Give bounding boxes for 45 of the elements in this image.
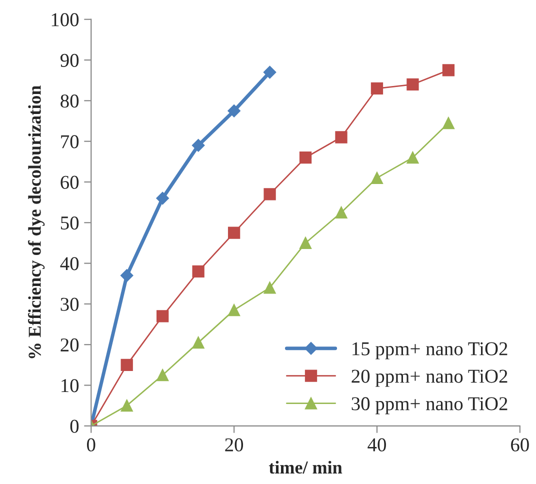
- y-tick-label: 20: [60, 338, 79, 352]
- point: [335, 131, 348, 144]
- y-axis-title: % Efficiency of dye decolourization: [28, 86, 45, 358]
- point: [228, 226, 240, 239]
- legend-label: 15 ppm+ nano TiO2: [352, 342, 508, 360]
- point: [299, 236, 312, 250]
- x-tick-label: 60: [511, 438, 529, 452]
- point: [299, 152, 312, 164]
- point: [192, 265, 204, 278]
- point: [264, 188, 276, 200]
- point: [120, 400, 133, 412]
- point: [228, 104, 240, 118]
- point: [335, 206, 348, 219]
- point: [228, 304, 240, 316]
- point: [370, 82, 384, 95]
- x-tick-label: 20: [225, 438, 244, 452]
- y-tick-label: 40: [60, 257, 79, 270]
- y-tick-label: 70: [61, 135, 79, 148]
- point: [263, 66, 276, 79]
- point: [156, 369, 169, 382]
- x-tick-label: 0: [87, 438, 96, 452]
- point: [406, 152, 419, 164]
- point: [442, 116, 455, 130]
- y-tick-label: 90: [60, 54, 79, 67]
- point: [156, 192, 169, 205]
- y-tick-label: 100: [52, 13, 79, 26]
- x-tick-label: 40: [368, 438, 386, 452]
- point: [442, 64, 455, 76]
- point: [120, 358, 133, 372]
- y-tick-label: 10: [62, 379, 79, 392]
- point: [370, 172, 384, 184]
- y-tick-label: 30: [60, 298, 79, 311]
- legend-label: 30 ppm+ nano TiO2: [352, 397, 508, 414]
- y-tick-label: 50: [61, 216, 79, 230]
- point: [192, 138, 205, 152]
- point: [192, 336, 204, 349]
- point: [120, 269, 134, 282]
- y-tick-label: 80: [60, 94, 79, 108]
- point: [264, 282, 276, 294]
- x-axis-title: time/ min: [268, 460, 342, 474]
- point: [156, 310, 169, 322]
- legend-label: 20 ppm+ nano TiO2: [352, 370, 508, 387]
- point: [406, 78, 419, 90]
- y-tick-label: 0: [70, 420, 79, 433]
- y-tick-label: 60: [60, 176, 79, 189]
